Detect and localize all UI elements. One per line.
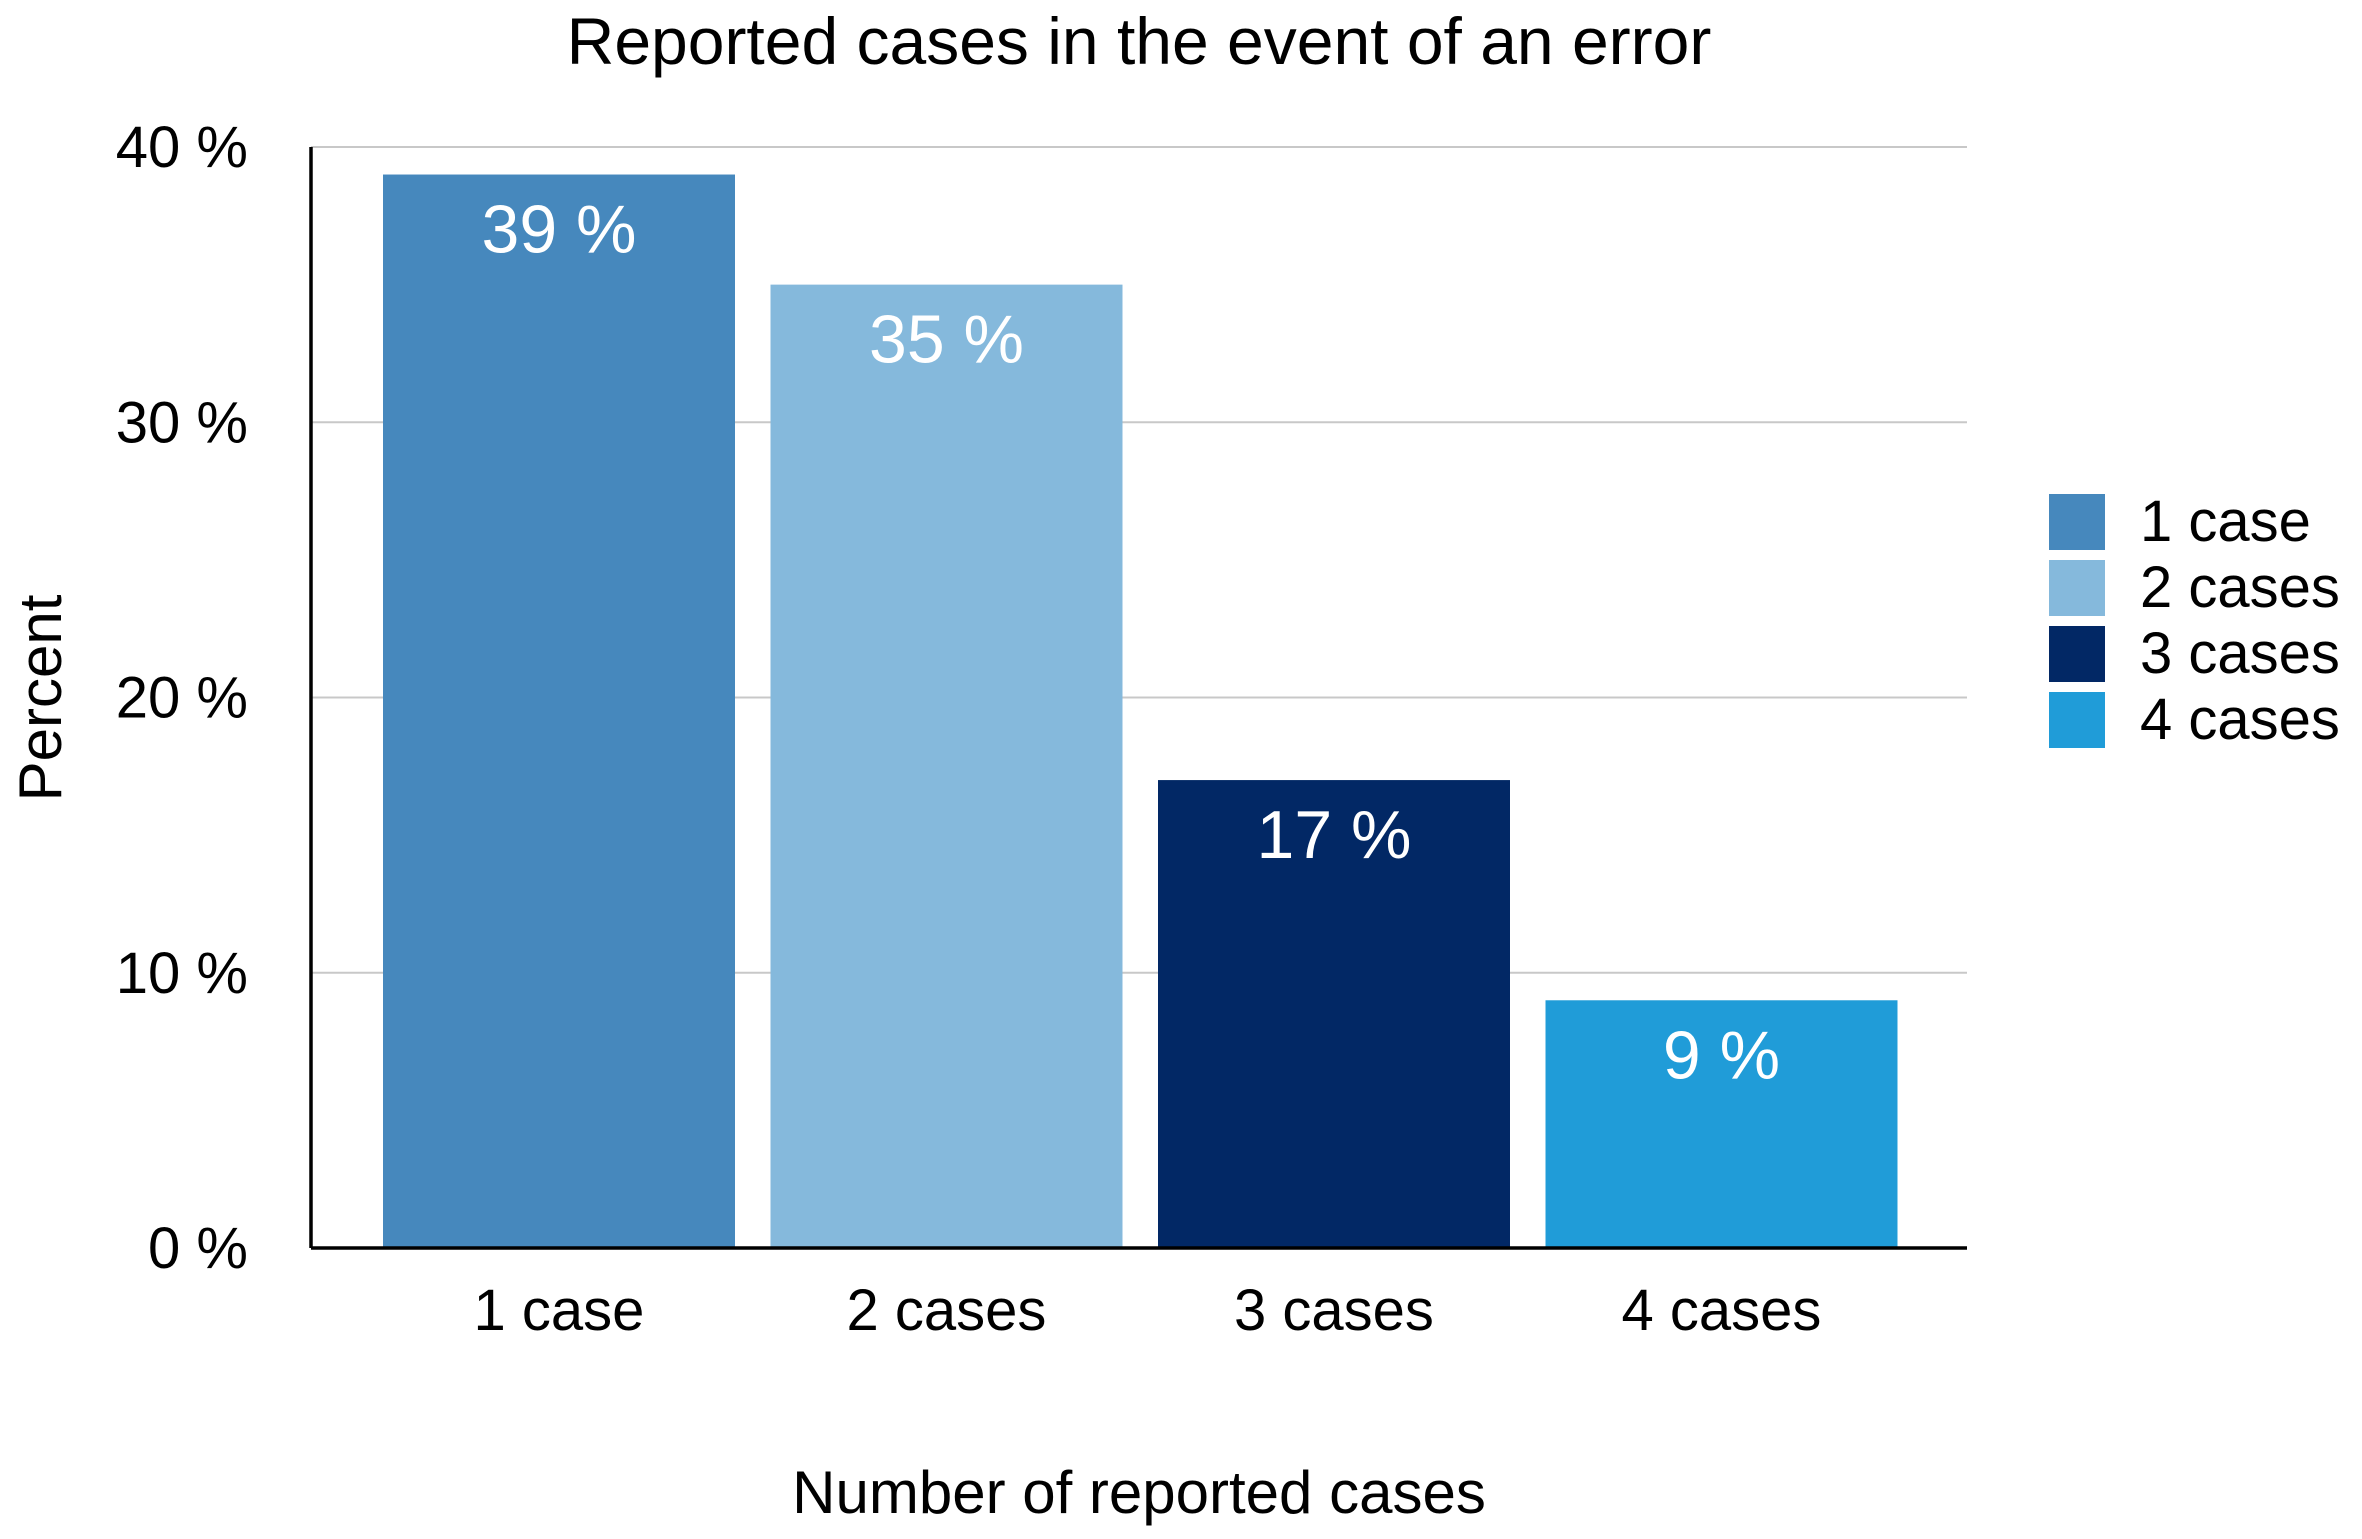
x-axis-ticks: 1 case 2 cases 3 cases 4 cases — [474, 1278, 1822, 1343]
legend-swatch — [2049, 560, 2105, 616]
legend-label: 2 cases — [2140, 555, 2340, 620]
bar — [383, 174, 735, 1248]
legend-label: 1 case — [2140, 489, 2311, 554]
x-tick-label: 4 cases — [1622, 1278, 1822, 1343]
legend-label: 3 cases — [2140, 621, 2340, 686]
y-tick-label: 10 % — [116, 941, 248, 1006]
y-tick-label: 40 % — [116, 115, 248, 180]
legend-swatch — [2049, 626, 2105, 682]
legend-swatch — [2049, 494, 2105, 550]
legend-swatch — [2049, 692, 2105, 748]
x-tick-label: 2 cases — [847, 1278, 1047, 1343]
x-tick-label: 3 cases — [1234, 1278, 1434, 1343]
x-axis-title: Number of reported cases — [792, 1459, 1486, 1526]
x-tick-label: 1 case — [474, 1278, 645, 1343]
bar — [1158, 780, 1510, 1248]
y-tick-label: 0 % — [148, 1216, 248, 1281]
bar — [1545, 1000, 1898, 1248]
y-tick-label: 30 % — [116, 390, 248, 455]
y-tick-label: 20 % — [116, 666, 248, 731]
bar-value-label: 35 % — [869, 302, 1024, 378]
bar — [770, 284, 1123, 1248]
y-axis-title: Percent — [7, 594, 74, 801]
bars — [383, 174, 1898, 1248]
y-axis-ticks: 0 % 10 % 20 % 30 % 40 % — [116, 115, 248, 1281]
bar-value-labels: 39 % 35 % 17 % 9 % — [482, 192, 1781, 1094]
legend-label: 4 cases — [2140, 687, 2340, 752]
bar-value-label: 39 % — [482, 192, 637, 268]
chart-title: Reported cases in the event of an error — [567, 4, 1712, 78]
bar-value-label: 17 % — [1257, 797, 1412, 873]
bar-value-label: 9 % — [1663, 1017, 1780, 1093]
